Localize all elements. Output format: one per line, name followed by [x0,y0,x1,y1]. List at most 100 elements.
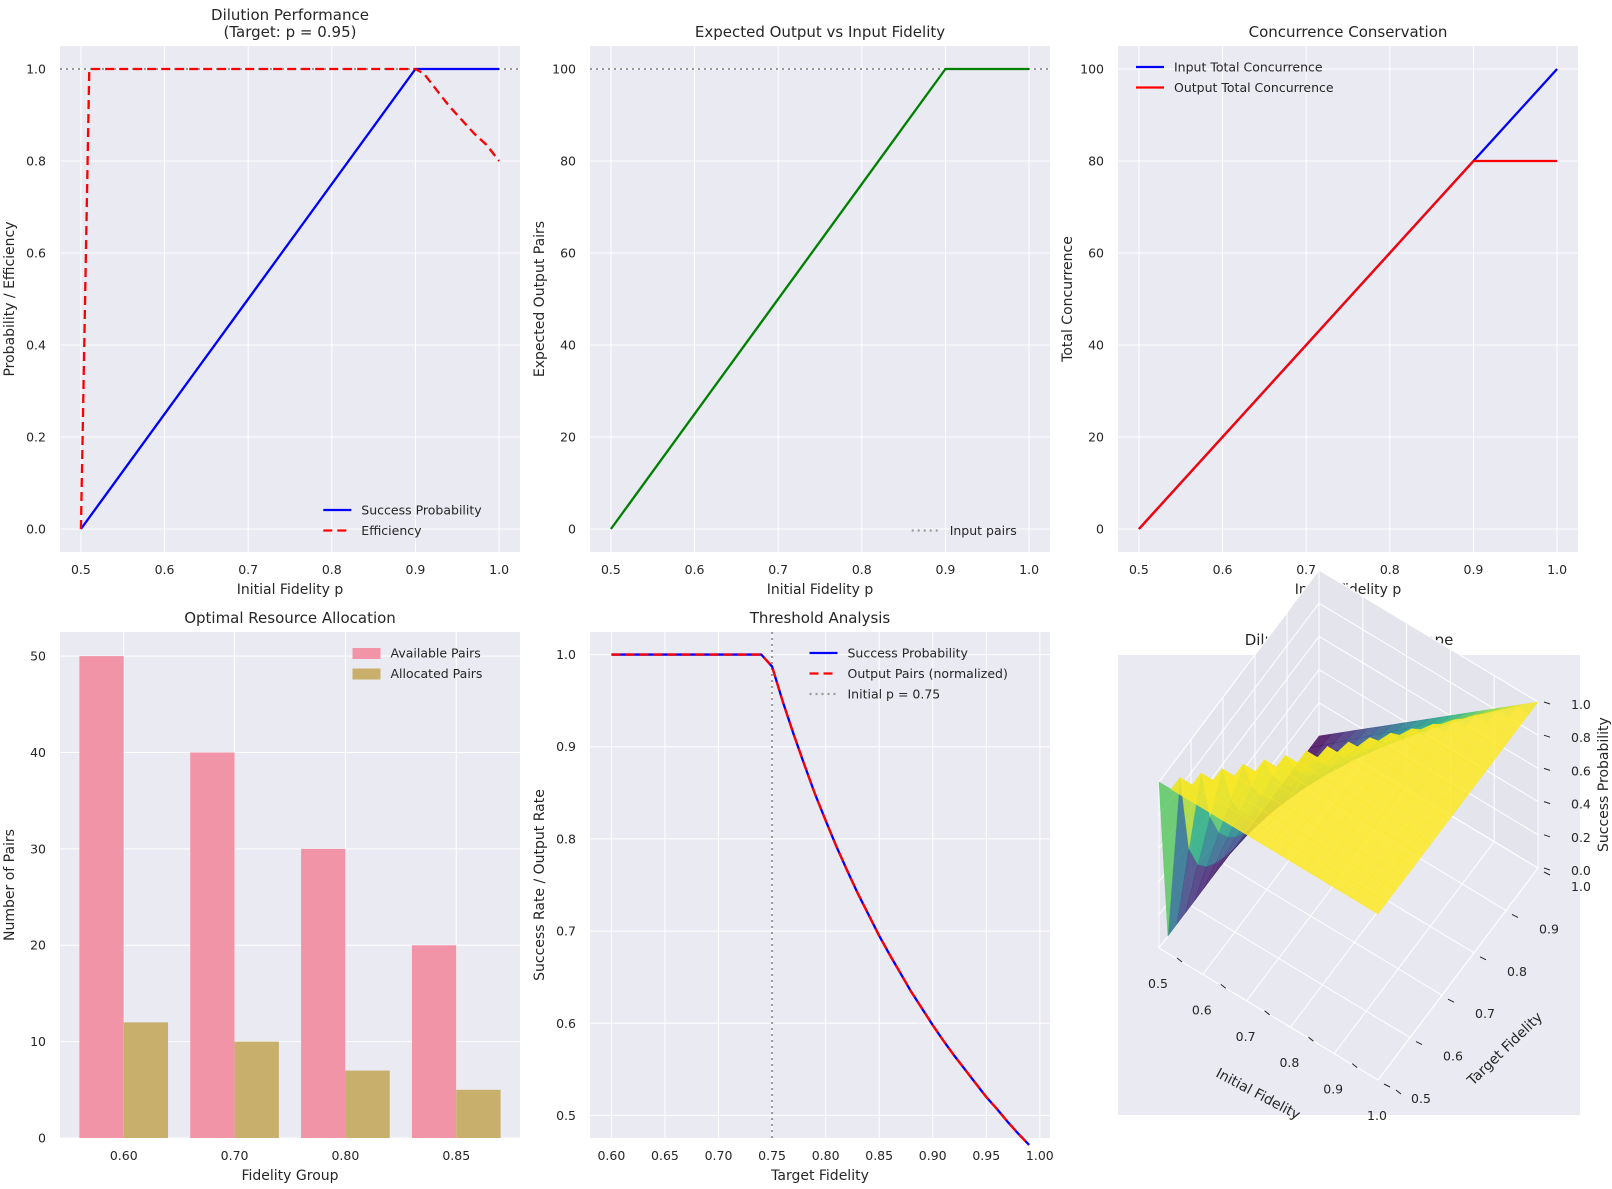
series-line-1 [79,67,500,530]
chart-title: Dilution Performance (Target: p = 0.95) [211,6,369,41]
y-tick-mark [1415,1041,1423,1046]
z-tick-label: 0.0 [1571,863,1591,878]
chart-2: 0 20 40 60 80 100 0.5 0.6 0.7 0.8 0.9 1.0 Expected O… [532,23,1050,598]
bar [123,1022,169,1138]
bar [345,1070,390,1138]
legend-label: Success Probability [848,646,969,661]
y-tick-label: 0.7 [1475,1006,1495,1021]
surface-patch [1365,894,1388,915]
chart-3: 0 20 40 60 80 100 0.5 0.6 0.7 0.8 0.9 1.0 Concurrenc… [1060,23,1578,598]
x-tick-label: 0.80 [812,1148,840,1163]
y-tick-label: 0.5 [1411,1091,1431,1106]
z-tick-label: 0.4 [1571,797,1591,812]
x-tick-label: 0.6 [1192,1002,1212,1017]
y-tick-mark [1543,871,1551,876]
surface-grid-line [1158,569,1539,783]
y-axis-label: Probability / Efficiency [2,221,18,376]
x-tick-mark [1351,1063,1358,1068]
legend-label: Success Probability [361,503,482,518]
x-tick-label: 0.95 [972,1148,1000,1163]
legend-label: Available Pairs [391,646,481,661]
y-tick-label: 10 [30,1034,46,1049]
legend: Available Pairs Allocated Pairs [352,646,482,681]
x-tick-label: 0.8 [1380,562,1400,577]
x-tick-label: 0.9 [1323,1082,1343,1097]
y-axis-label: Total Concurrence [1060,236,1076,363]
x-tick-label: 0.6 [155,562,175,577]
x-tick-mark [1308,1036,1314,1042]
chart-title: Concurrence Conservation [1249,23,1448,41]
z-tick-mark [1543,734,1551,738]
y-tick-label: 0.9 [1539,921,1559,936]
y-axis-label: Success Rate / Output Rate [532,789,548,981]
plot-area [590,632,1050,1138]
z-tick-label: 0.8 [1571,730,1591,745]
y-tick-label: 40 [1088,338,1104,353]
y-tick-label: 0.5 [556,1108,576,1123]
x-tick-label: 0.6 [1213,562,1233,577]
bar [456,1089,501,1138]
x-tick-label: 1.0 [1367,1108,1387,1123]
x-tick-mark [1264,1010,1270,1016]
x-tick-label: 0.80 [331,1148,359,1163]
y-tick-mark [1479,956,1487,961]
x-tick-label: 0.6 [685,562,705,577]
y-tick-label: 0.7 [556,924,576,939]
legend: Input Total Concurrence Output Total Conc… [1136,60,1334,95]
y-tick-label: 100 [552,62,576,77]
legend-label: Initial p = 0.75 [848,687,941,702]
z-tick-mark [1543,767,1551,771]
legend-swatch [352,668,381,680]
series-line-2 [611,653,1030,1146]
x-tick-label: 0.8 [322,562,342,577]
legend: Input pairs [911,523,1017,538]
x-tick-label: 1.0 [1547,562,1567,577]
y-tick-label: 0.8 [556,831,576,846]
y-tick-label: 0 [568,522,576,537]
x-tick-label: 1.00 [1026,1148,1054,1163]
chart-6: Dilution Success Landscape0.50.60.70.80.… [1118,568,1612,1123]
y-tick-label: 1.0 [1571,879,1591,894]
y-tick-mark [1511,913,1519,918]
series-line-2 [79,67,500,530]
y-tick-label: 60 [560,246,576,261]
x-tick-label: 0.60 [597,1148,625,1163]
y-tick-label: 0.2 [26,430,46,445]
x-tick-label: 0.9 [1464,562,1484,577]
x-tick-label: 0.7 [238,562,258,577]
legend-label: Output Pairs (normalized) [848,666,1008,681]
z-tick-label: 0.6 [1571,763,1591,778]
x-tick-label: 0.90 [919,1148,947,1163]
y-axis-label: Expected Output Pairs [532,221,548,377]
x-tick-label: 0.70 [705,1148,733,1163]
x-tick-label: 0.5 [1148,976,1168,991]
chart-title: Expected Output vs Input Fidelity [695,23,945,41]
x-tick-mark [1220,984,1227,989]
y-tick-label: 0.6 [556,1016,576,1031]
y-tick-label: 40 [560,338,576,353]
x-tick-label: 0.85 [865,1148,893,1163]
chart-title-line: (Target: p = 0.95) [224,23,357,41]
z-tick-mark [1543,701,1551,705]
y-tick-label: 30 [30,841,46,856]
y-axis-label: Number of Pairs [2,829,18,941]
x-tick-label: 0.5 [1129,562,1149,577]
series-line-2 [1138,159,1558,530]
z-tick-mark [1543,801,1551,805]
y-tick-label: 50 [30,649,46,664]
y-tick-label: 60 [1088,246,1104,261]
x-tick-label: 1.0 [489,562,509,577]
z-tick-mark [1543,867,1551,871]
x-tick-label: 0.8 [852,562,872,577]
x-axis-label: Initial Fidelity p [237,582,344,598]
x-axis-label: Initial Fidelity p [767,582,874,598]
y-tick-label: 0.8 [26,154,46,169]
y-tick-label: 40 [30,745,46,760]
x-tick-label: 0.5 [71,562,91,577]
x-tick-label: 0.65 [651,1148,679,1163]
bar [301,848,346,1138]
y-tick-label: 20 [1088,430,1104,445]
x-tick-label: 0.7 [768,562,788,577]
chart-title-line: Dilution Performance [211,6,369,24]
bar [411,945,457,1138]
